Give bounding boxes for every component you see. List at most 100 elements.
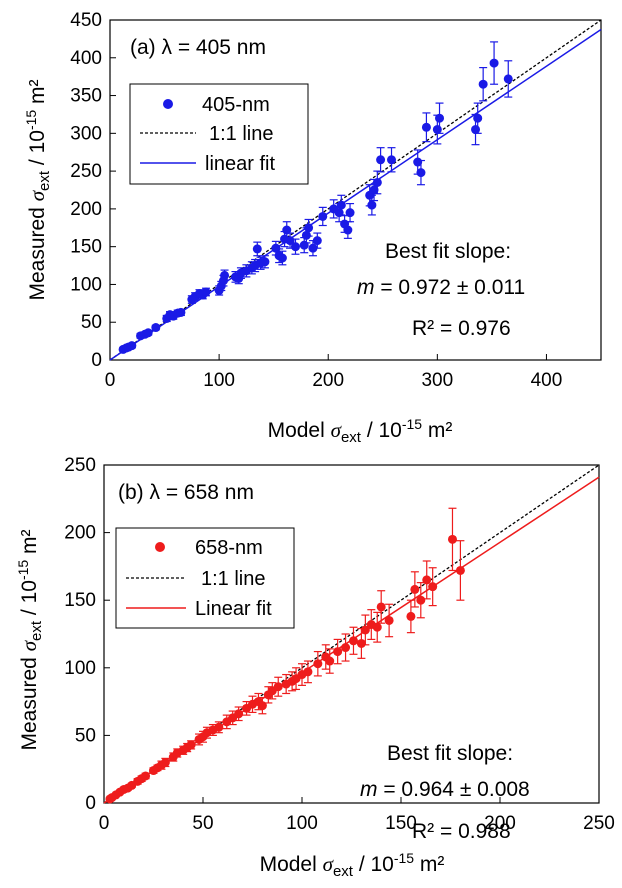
legend-label-points-a: 405-nm [202,94,270,116]
data-marker [406,611,416,621]
y-tick-label: 250 [64,455,96,476]
data-point [248,695,257,714]
legend-label-fit-b: Linear fit [195,598,272,620]
data-point [260,255,270,269]
data-marker [285,236,295,246]
legend-box-a [129,83,309,185]
data-marker [376,155,386,165]
data-point [312,232,322,249]
data-point [220,269,230,282]
panel-b: 0 50 100 150 200 250 0 50 100 150 200 250 (b) λ = … [15,455,615,880]
data-point [421,112,431,143]
data-marker [160,757,170,767]
data-marker [432,125,442,135]
data-marker [384,615,394,625]
data-marker [503,74,513,84]
data-point [422,560,432,600]
data-marker [428,582,438,592]
y-tick-label: 0 [85,793,96,814]
data-marker [422,575,432,585]
x-tick-label: 200 [312,370,344,391]
y-axis-label-a: Measured σext / 10-15 m² [23,79,53,300]
data-marker [260,257,270,267]
data-point [333,638,343,665]
data-marker [416,168,426,178]
y-tick-label: 50 [81,312,102,333]
r2-value-b: R² = 0.988 [412,820,511,843]
data-point [428,567,438,607]
data-point [341,633,351,662]
data-marker [478,79,488,89]
one-to-one-line [109,19,602,361]
data-point [372,170,382,195]
data-marker [214,722,224,732]
y-tick-label: 450 [70,10,102,31]
data-point [273,676,283,697]
legend-a: 405-nm 1:1 line linear fit [129,83,309,185]
slope-value-a: m = 0.972 ± 0.011 [357,276,525,299]
data-marker [435,113,445,123]
slope-title-a: Best fit slope: [385,240,511,263]
data-point [151,323,161,333]
y-tick-label: 100 [70,274,102,295]
data-marker [489,58,499,68]
legend-marker-b [155,542,165,552]
data-marker [473,113,483,123]
data-marker [271,243,281,253]
data-point [473,102,483,134]
legend-box-b [115,527,295,629]
data-point [360,614,370,646]
data-point [447,507,457,572]
data-point [387,147,397,173]
data-point [455,540,465,601]
data-marker [303,667,313,677]
x-ticks-b: 0 50 100 150 200 250 [99,797,615,834]
legend-label-points-b: 658-nm [195,537,263,559]
data-point [384,603,394,638]
data-marker [282,225,292,235]
slope-title-b: Best fit slope: [387,742,513,765]
data-marker [312,236,322,246]
x-tick-label: 50 [192,813,213,834]
data-point [478,66,488,102]
panel-title-b: (b) λ = 658 nm [118,481,254,504]
data-marker [345,208,355,218]
data-marker [369,185,379,195]
data-point [503,60,513,98]
data-marker [410,584,420,594]
data-marker [186,740,196,750]
data-marker [299,240,309,250]
y-ticks-b: 0 50 100 150 200 250 [64,455,110,814]
data-point [313,650,323,677]
legend-label-1to1-a: 1:1 line [209,123,274,145]
data-marker [416,595,426,605]
x-tick-label: 100 [203,370,235,391]
panel-a: 0 50 100 150 200 250 300 350 400 450 0 100 200 300 40… [23,10,602,446]
data-marker [308,243,318,253]
data-point [127,341,137,351]
y-tick-label: 50 [75,725,96,746]
panel-title-a: (a) λ = 405 nm [130,36,266,59]
data-marker [341,643,351,653]
data-marker [372,622,382,632]
data-marker [304,223,314,233]
data-marker [336,200,346,210]
data-point [376,590,386,624]
data-point [367,194,377,216]
data-point [416,159,426,186]
data-point [416,582,426,619]
data-point [282,221,292,239]
data-marker [220,270,230,280]
y-tick-label: 200 [70,199,102,220]
data-points-b [105,507,465,804]
x-axis-label-a: Model σext / 10-15 m² [268,416,453,446]
data-point [285,232,295,249]
legend-b: 658-nm 1:1 line Linear fit [115,527,295,629]
reference-lines-a [109,19,602,361]
data-point [304,218,314,237]
data-points-a [118,41,513,354]
y-ticks-a: 0 50 100 150 200 250 300 350 400 450 [70,10,116,371]
y-tick-label: 400 [70,48,102,69]
y-tick-label: 300 [70,123,102,144]
